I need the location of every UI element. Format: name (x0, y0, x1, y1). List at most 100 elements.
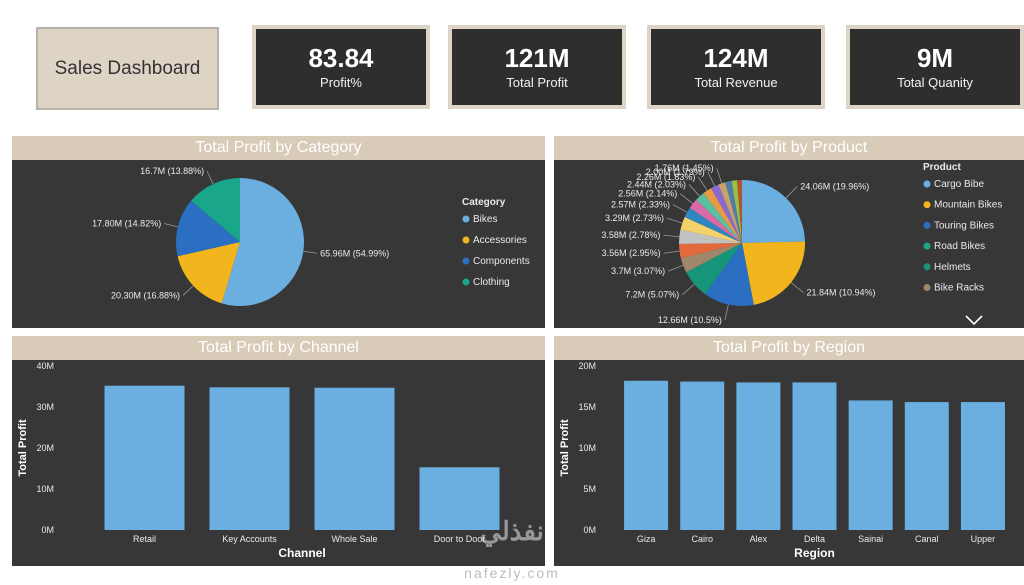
pie-slice[interactable] (742, 180, 805, 243)
watermark-url: nafezly.com (464, 565, 560, 581)
x-tick-label: Giza (637, 534, 656, 544)
data-label: 12.66M (10.5%) (658, 315, 722, 325)
data-label: 20.30M (16.88%) (111, 290, 180, 300)
pie-slice[interactable] (191, 178, 240, 242)
y-axis-label: Total Profit (17, 419, 29, 477)
pie-slice[interactable] (221, 178, 305, 306)
data-label: 3.7M (3.07%) (611, 266, 665, 276)
kpi-card-profit-percent[interactable]: 83.84 Profit% (252, 25, 430, 109)
pie-slice[interactable] (696, 193, 742, 243)
chart-title: Total Profit by Category (12, 136, 545, 160)
bar[interactable] (904, 402, 949, 530)
pie-slice[interactable] (177, 242, 240, 304)
y-tick-label: 10M (578, 443, 596, 453)
category-pie-chart[interactable]: 65.96M (54.99%) 20.30M (16.88%) 17.80M (14… (12, 136, 545, 328)
legend-marker (462, 278, 470, 286)
pie-slice[interactable] (686, 243, 742, 295)
pie-slice[interactable] (684, 207, 742, 243)
bar[interactable] (960, 402, 1005, 530)
bar[interactable] (419, 467, 500, 530)
x-tick-label: Cairo (691, 534, 713, 544)
panel-profit-by-product: Total Profit by Product 24.06M (19.96%) 2… (554, 136, 1024, 328)
legend-item: Accessories (473, 235, 527, 246)
leader-line (663, 234, 680, 238)
channel-bar-chart[interactable]: 0M 10M 20M 30M 40M Retail Key Accounts Whole Sa… (12, 336, 545, 566)
bar[interactable] (848, 400, 893, 530)
bar[interactable] (209, 387, 290, 530)
chart-title: Total Profit by Product (554, 136, 1024, 160)
panel-profit-by-channel: Total Profit by Channel 0M 10M 20M 30M 40M Re… (12, 336, 545, 566)
pie-slice[interactable] (680, 216, 742, 243)
dashboard-title: Sales Dashboard (36, 27, 219, 110)
leader-line (668, 265, 684, 272)
kpi-card-total-quantity[interactable]: 9M Total Quanity (846, 25, 1024, 109)
pie-slice[interactable] (737, 180, 742, 243)
x-tick-label: Whole Sale (331, 534, 377, 544)
bar[interactable] (736, 382, 781, 530)
pie-slice[interactable] (680, 243, 742, 273)
pie-slice[interactable] (742, 241, 805, 305)
legend-item: Road Bikes (934, 241, 985, 252)
leader-line (182, 285, 194, 296)
region-bar-chart[interactable]: 0M 5M 10M 15M 20M Giza Cairo Alex Delta Sainai Can… (554, 336, 1024, 566)
leader-line (303, 250, 318, 254)
kpi-label: Profit% (320, 75, 362, 90)
pie-slice[interactable] (689, 199, 742, 243)
legend-item: Bikes (473, 214, 497, 225)
x-tick-label: Delta (804, 534, 825, 544)
y-tick-label: 0M (583, 525, 596, 535)
legend-item: Bike Racks (934, 283, 984, 294)
pie-slice[interactable] (718, 182, 742, 243)
pie-slice[interactable] (176, 200, 240, 257)
legend-item: Helmets (934, 262, 971, 273)
pie-slice[interactable] (725, 180, 742, 243)
x-tick-label: Door to Door (434, 534, 486, 544)
y-tick-label: 0M (41, 525, 54, 535)
y-tick-label: 10M (36, 484, 54, 494)
kpi-card-total-revenue[interactable]: 124M Total Revenue (647, 25, 825, 109)
legend-title: Product (923, 162, 961, 173)
pie-slice[interactable] (711, 184, 742, 243)
y-axis-label: Total Profit (559, 419, 571, 477)
leader-line (724, 304, 729, 321)
leader-line (672, 204, 688, 213)
kpi-card-total-profit[interactable]: 121M Total Profit (448, 25, 626, 109)
panel-profit-by-category: Total Profit by Category 65.96M (54.99%)… (12, 136, 545, 328)
leader-line (688, 184, 701, 197)
y-tick-label: 20M (578, 361, 596, 371)
bar[interactable] (104, 385, 185, 530)
legend-marker (923, 221, 931, 229)
data-label: 24.06M (19.96%) (800, 181, 869, 191)
leader-line (680, 193, 694, 204)
bar[interactable] (792, 382, 837, 530)
leader-line (698, 176, 708, 191)
pie-slice[interactable] (679, 243, 742, 259)
bar[interactable] (314, 387, 395, 530)
kpi-label: Total Profit (506, 75, 568, 90)
legend-marker (462, 236, 470, 244)
pie-slice[interactable] (705, 243, 754, 306)
leader-line (790, 282, 804, 293)
x-tick-label: Canal (915, 534, 939, 544)
data-label: 2.44M (2.03%) (627, 179, 686, 189)
kpi-label: Total Revenue (694, 75, 778, 90)
bar[interactable] (624, 380, 669, 530)
legend-item: Components (473, 256, 530, 267)
data-label: 3.56M (2.95%) (602, 248, 661, 258)
data-label: 2.57M (2.33%) (611, 199, 670, 209)
product-pie-chart[interactable]: 24.06M (19.96%) 21.84M (10.94%) 12.66M (10… (554, 136, 1024, 328)
y-tick-label: 20M (36, 443, 54, 453)
leader-line (716, 168, 723, 184)
y-tick-label: 30M (36, 402, 54, 412)
leader-line (785, 186, 798, 199)
kpi-label: Total Quanity (897, 75, 973, 90)
legend-title: Category (462, 197, 506, 208)
pie-slice[interactable] (679, 229, 742, 244)
x-tick-label: Alex (750, 534, 768, 544)
bar[interactable] (680, 381, 725, 530)
pie-slice[interactable] (731, 180, 742, 243)
watermark-logo: نفذلي (480, 516, 544, 546)
kpi-value: 121M (504, 43, 570, 73)
legend-marker (923, 180, 931, 188)
pie-slice[interactable] (703, 188, 742, 243)
